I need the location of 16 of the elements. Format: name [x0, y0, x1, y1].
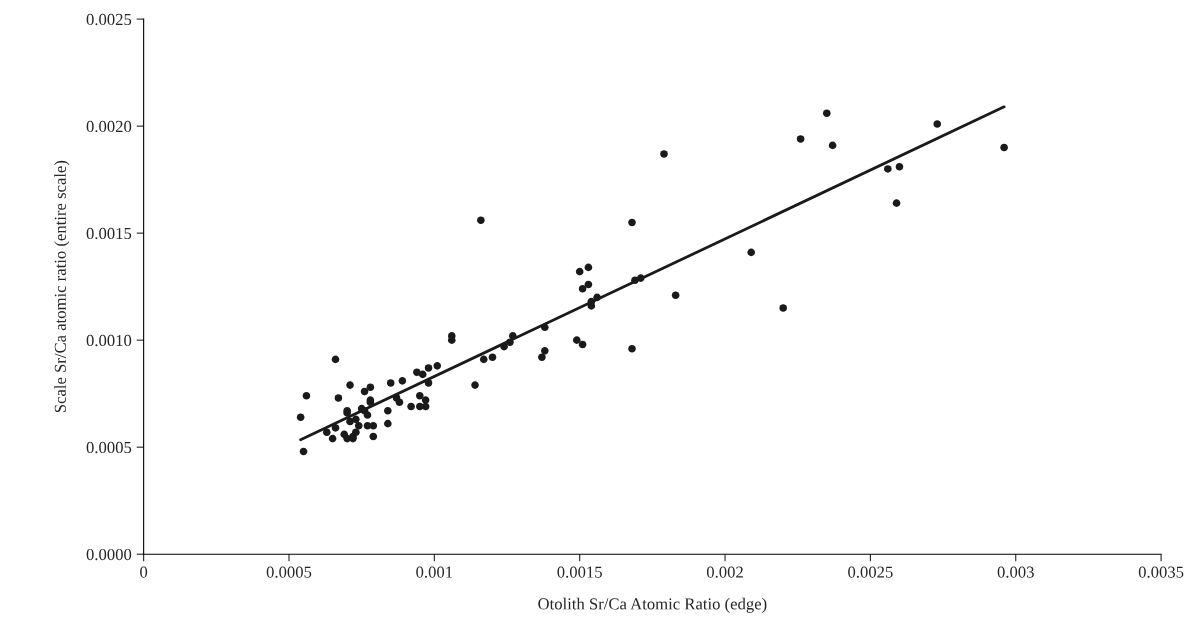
y-axis-title: Scale Sr/Ca atomic ratio (entire scale)	[54, 160, 70, 413]
x-tick-label: 0.0015	[557, 566, 602, 578]
y-tick-label: 0.0005	[86, 441, 132, 454]
x-axis-title: Otolith Sr/Ca Atomic Ratio (edge)	[538, 597, 767, 613]
x-tick-label: 0.0025	[848, 566, 893, 578]
y-tick-label: 0.0015	[86, 227, 132, 240]
y-tick-label: 0.0020	[86, 120, 132, 133]
x-tick-label: 0.003	[997, 566, 1034, 578]
y-tick-label: 0.0000	[86, 548, 132, 561]
x-tick-label: 0.001	[416, 566, 453, 578]
y-tick-label: 0.0025	[86, 13, 132, 26]
y-tick-label: 0.0010	[86, 334, 132, 347]
x-tick-label: 0.0005	[266, 566, 312, 578]
x-tick-label: 0.002	[706, 566, 743, 578]
x-tick-label: 0.0035	[1138, 566, 1184, 578]
x-tick-label: 0	[140, 566, 148, 578]
